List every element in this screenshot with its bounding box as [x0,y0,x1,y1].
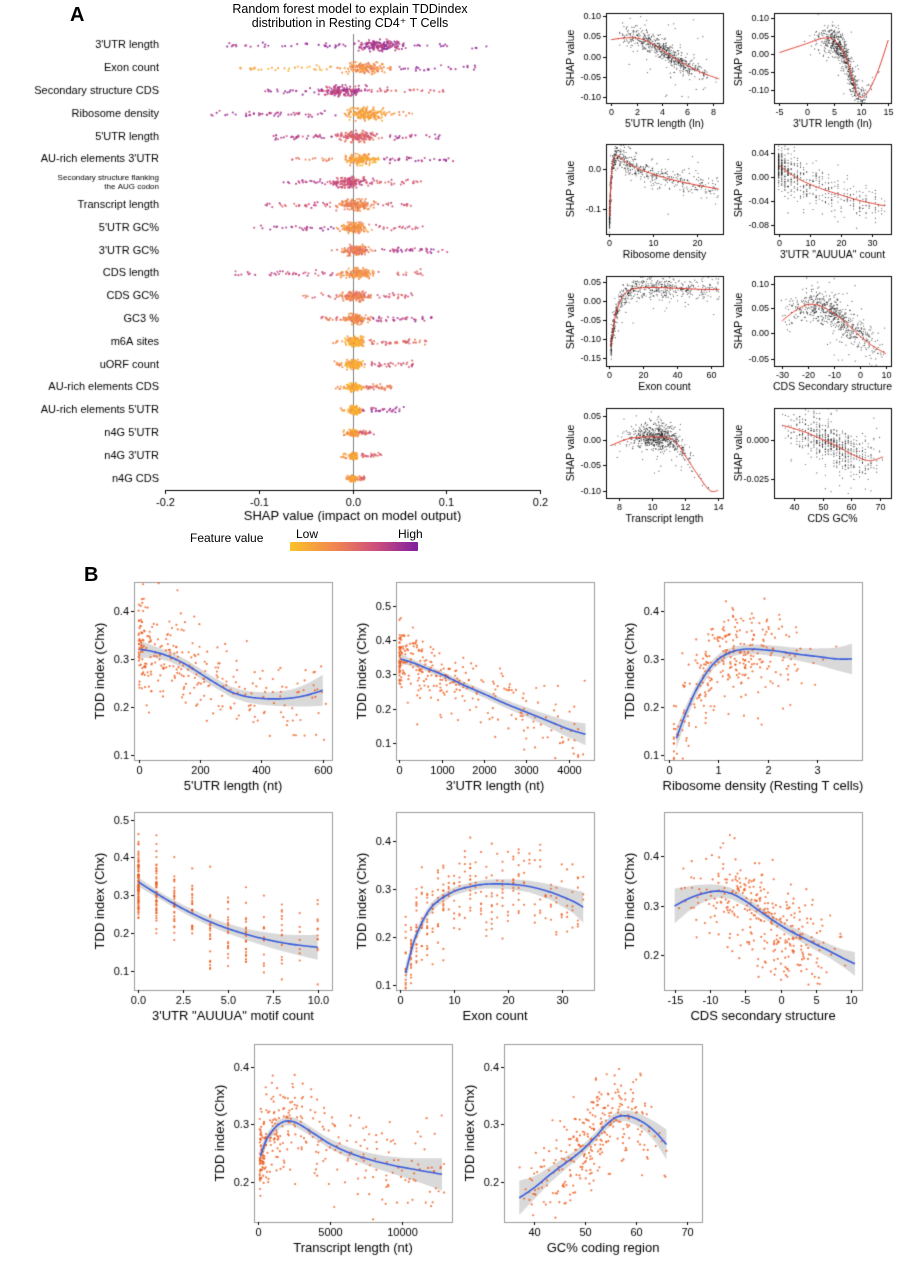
tdd-ribosome-density-canvas [618,576,870,804]
shap-scatter-transcript-length-canvas [562,403,729,534]
panel-b-label: B [84,564,99,586]
tdd-exon-count-canvas [350,806,602,1034]
tdd-auuua-motif-count-canvas [88,806,340,1034]
tdd-cds-secondary-structure-canvas [618,806,870,1034]
panel-a-label: A [70,4,85,26]
legend-high-label: High [398,527,423,541]
shap-scatter-utr3-length-canvas [730,8,897,139]
shap-scatter-exon-count-canvas [562,271,729,402]
shap-scatter-cds-secondary-structure-canvas [730,271,897,402]
beeswarm-title-line1: Random forest model to explain TDDindex [232,2,468,16]
legend-low-label: Low [296,527,319,541]
shap-beeswarm-canvas [0,0,560,522]
tdd-utr5-length-canvas [88,576,340,804]
shap-scatter-ribosome-density-canvas [562,139,729,270]
tdd-gc-coding-region-canvas [458,1038,710,1266]
shap-scatter-cds-gc-canvas [730,403,897,534]
feature-value-gradient [290,542,418,551]
shap-scatter-utr3-auuua-count-canvas [730,139,897,270]
tdd-utr3-length-canvas [350,576,602,804]
beeswarm-title-line2: distribution in Resting CD4⁺ T Cells [251,16,449,30]
legend-title: Feature value [190,531,264,545]
shap-scatter-utr5-length-canvas [562,8,729,139]
tdd-transcript-length-canvas [208,1038,460,1266]
